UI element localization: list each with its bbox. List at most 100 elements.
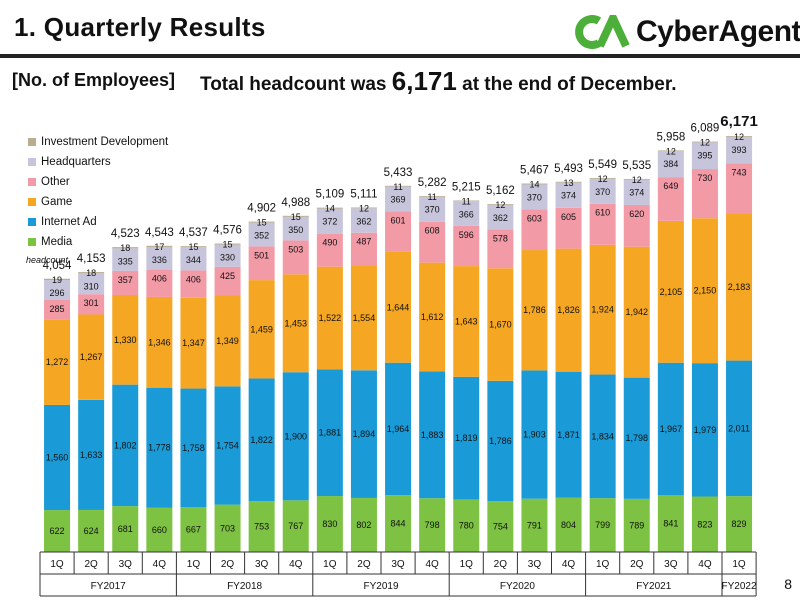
bar-segment-other xyxy=(316,233,343,267)
data-label-media: 830 xyxy=(322,519,337,529)
data-label-investment-development: 12 xyxy=(700,138,710,148)
bar-segment-other xyxy=(589,203,616,245)
data-label-game: 1,453 xyxy=(284,318,307,328)
data-label-internet-ad: 1,881 xyxy=(319,428,342,438)
data-label-other: 425 xyxy=(220,271,235,281)
data-label-game: 1,349 xyxy=(216,336,239,346)
bar-segment-investment-development xyxy=(589,177,616,179)
data-label-game: 1,786 xyxy=(523,305,546,315)
x-tick-label: 1Q xyxy=(596,559,610,570)
x-tick-label: 2Q xyxy=(221,559,235,570)
data-label-headquarters: 310 xyxy=(84,281,99,291)
legend-item-internet-ad: Internet Ad xyxy=(28,212,168,232)
data-label-headquarters: 352 xyxy=(254,231,269,241)
bar-segment-headquarters xyxy=(316,208,343,234)
bar-segment-internet-ad xyxy=(487,380,514,502)
bar-segment-media xyxy=(180,507,207,552)
bar-segment-media xyxy=(316,496,343,552)
bar-segment-headquarters xyxy=(78,273,105,295)
logo-text: CyberAgent xyxy=(636,15,800,48)
data-label-total: 5,162 xyxy=(486,185,515,197)
bar-segment-headquarters xyxy=(44,280,71,300)
data-label-headquarters: 335 xyxy=(118,256,133,266)
data-label-headquarters: 374 xyxy=(629,188,644,198)
data-label-internet-ad: 2,011 xyxy=(728,423,750,433)
bar-segment-internet-ad xyxy=(316,369,343,497)
bar-segment-game xyxy=(112,295,139,385)
x-tick-label: 4Q xyxy=(562,559,576,570)
bar-segment-other xyxy=(350,232,377,266)
bar-segment-internet-ad xyxy=(453,376,480,500)
bar-segment-internet-ad xyxy=(78,399,105,510)
data-label-other: 501 xyxy=(254,250,269,260)
data-label-total: 4,543 xyxy=(145,227,174,239)
company-logo: CyberAgent ● xyxy=(572,14,800,50)
bar-segment-game xyxy=(180,297,207,389)
bar-segment-game xyxy=(555,248,582,372)
x-tick-label: 4Q xyxy=(153,559,167,570)
bar-segment-game xyxy=(691,218,718,364)
bar-segment-investment-development xyxy=(78,272,105,274)
data-label-headquarters: 362 xyxy=(356,216,371,226)
data-label-game: 1,612 xyxy=(421,312,444,322)
headline: Total headcount was 6,171 at the end of … xyxy=(200,66,676,97)
x-tick-label: 2Q xyxy=(630,559,644,570)
data-label-internet-ad: 1,754 xyxy=(216,441,239,451)
data-label-investment-development: 15 xyxy=(188,242,198,252)
data-label-other: 490 xyxy=(322,238,337,248)
data-label-total: 5,282 xyxy=(418,177,447,189)
bar-segment-game xyxy=(78,314,105,400)
legend-item-investment: Investment Development xyxy=(28,132,168,152)
bar-segment-other xyxy=(385,211,412,252)
data-label-internet-ad: 1,822 xyxy=(250,435,273,445)
data-label-media: 767 xyxy=(288,521,303,531)
legend-swatch xyxy=(28,198,36,206)
x-tick-label: 4Q xyxy=(698,559,712,570)
bar-segment-internet-ad xyxy=(44,404,71,511)
data-label-other: 301 xyxy=(84,298,99,308)
legend-label: Media xyxy=(41,236,73,248)
bar-segment-other xyxy=(726,163,753,214)
data-label-total: 5,467 xyxy=(520,165,549,177)
bar-segment-media xyxy=(487,501,514,552)
legend-item-game: Game xyxy=(28,192,168,212)
data-label-investment-development: 15 xyxy=(257,218,267,228)
data-label-other: 605 xyxy=(561,212,576,222)
data-label-other: 620 xyxy=(629,209,644,219)
data-label-other: 601 xyxy=(391,215,406,225)
data-label-media: 789 xyxy=(629,520,644,530)
legend-swatch xyxy=(28,138,36,146)
data-label-headquarters: 374 xyxy=(561,191,576,201)
data-label-total: 4,537 xyxy=(179,227,208,239)
data-label-internet-ad: 1,633 xyxy=(80,450,103,460)
data-label-media: 799 xyxy=(595,520,610,530)
bar-segment-internet-ad xyxy=(657,362,684,496)
bar-segment-headquarters xyxy=(146,246,173,270)
data-label-investment-development: 11 xyxy=(462,197,471,207)
chart-legend: Investment Development Headquarters Othe… xyxy=(28,132,168,252)
data-label-total: 6,089 xyxy=(691,123,720,135)
data-label-headquarters: 344 xyxy=(186,255,201,265)
bar-segment-internet-ad xyxy=(180,388,207,508)
data-label-other: 406 xyxy=(152,274,167,284)
bar-segment-internet-ad xyxy=(214,386,241,505)
bar-segment-other xyxy=(78,294,105,315)
bar-segment-investment-development xyxy=(316,207,343,209)
data-label-game: 2,105 xyxy=(660,287,683,297)
data-label-internet-ad: 1,786 xyxy=(489,436,512,446)
fiscal-year-label: FY2021 xyxy=(636,581,671,592)
page-title: 1. Quarterly Results xyxy=(14,12,266,42)
bar-segment-headquarters xyxy=(555,182,582,208)
bar-segment-investment-development xyxy=(726,136,753,137)
legend-label: Internet Ad xyxy=(41,216,97,228)
bar-segment-investment-development xyxy=(248,221,275,223)
x-tick-label: 3Q xyxy=(664,559,678,570)
bar-segment-other xyxy=(419,221,446,263)
data-label-media: 844 xyxy=(391,519,406,529)
bar-segment-headquarters xyxy=(282,216,309,241)
data-label-total: 5,215 xyxy=(452,182,481,194)
x-tick-label: 1Q xyxy=(460,559,474,570)
bar-segment-investment-development xyxy=(385,185,412,187)
data-label-headquarters: 370 xyxy=(595,187,610,197)
